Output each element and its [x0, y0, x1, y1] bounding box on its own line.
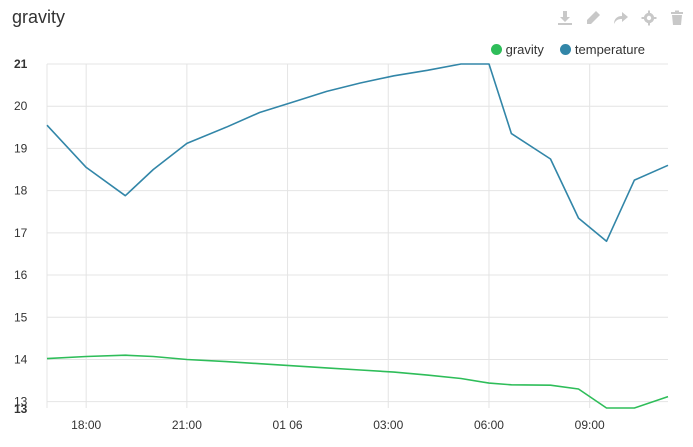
y-tick-label: 15 [14, 310, 28, 324]
series-line-gravity [46, 354, 669, 409]
panel-title: gravity [12, 7, 66, 27]
y-tick-label: 13 [14, 395, 28, 409]
edit-icon[interactable] [583, 8, 603, 28]
x-tick-label: 01 06 [273, 418, 303, 432]
download-icon[interactable] [555, 8, 575, 28]
y-tick-label: 21 [14, 57, 28, 71]
y-tick-label: 18 [14, 184, 28, 198]
y-tick-label: 20 [14, 99, 28, 113]
settings-icon[interactable] [639, 8, 659, 28]
x-tick-label: 03:00 [373, 418, 403, 432]
share-icon[interactable] [611, 8, 631, 28]
legend-swatch-temperature [559, 44, 571, 55]
legend-item-temperature[interactable]: temperature [559, 42, 645, 57]
legend-swatch-gravity [490, 44, 502, 55]
delete-icon[interactable] [667, 8, 687, 28]
legend-item-gravity[interactable]: gravity [490, 42, 544, 57]
x-tick-label: 18:00 [71, 418, 101, 432]
legend-label-temperature: temperature [574, 42, 645, 57]
panel-toolbar [555, 8, 687, 28]
y-tick-label: 13 [14, 402, 28, 416]
y-tick-label: 17 [14, 226, 28, 240]
x-tick-label: 09:00 [575, 418, 605, 432]
x-tick-label: 06:00 [474, 418, 504, 432]
legend-label-gravity: gravity [505, 42, 544, 57]
y-tick-label: 14 [14, 352, 28, 366]
y-tick-label: 19 [14, 141, 28, 155]
y-tick-label: 16 [14, 268, 28, 282]
series-line-temperature [46, 63, 669, 243]
chart-legend: gravity temperature [490, 42, 645, 57]
x-tick-label: 21:00 [172, 418, 202, 432]
